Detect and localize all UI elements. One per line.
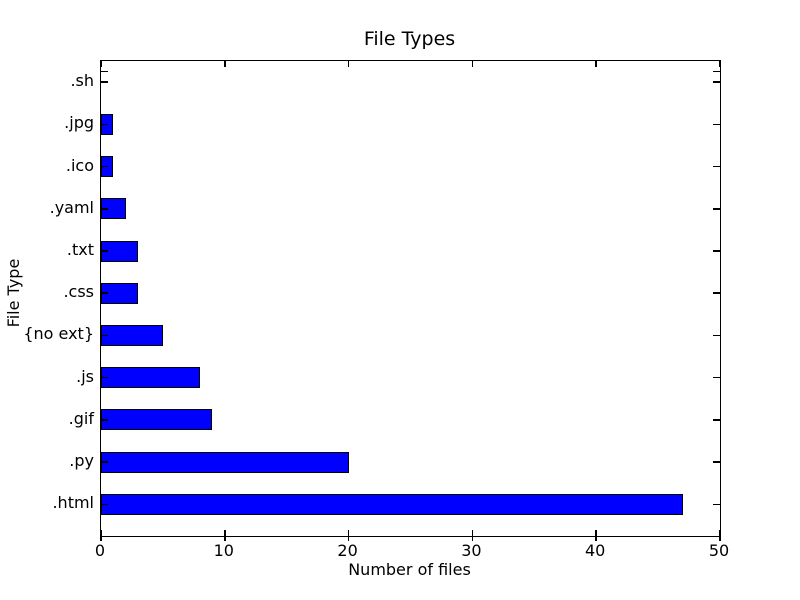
xtick-label-50: 50 [708, 541, 730, 560]
xtick-bottom-30 [471, 530, 474, 541]
ytick-label-html: .html [52, 493, 94, 513]
ytick-left-ico [101, 165, 108, 168]
xtick-label-0: 0 [94, 541, 106, 560]
ytick-left-jpg [101, 123, 108, 126]
ytick-right-top-edge [713, 70, 720, 73]
bar-no-ext [101, 324, 163, 346]
ytick-right-css [713, 292, 720, 294]
xtick-top-20 [347, 61, 350, 67]
xtick-top-30 [471, 61, 474, 67]
ytick-left-css [101, 292, 108, 294]
ytick-left-yaml [101, 208, 108, 210]
ytick-label-css: .css [63, 282, 94, 302]
xtick-label-10: 10 [213, 541, 234, 560]
bar-py [101, 451, 349, 473]
ytick-label-yaml: .yaml [49, 197, 94, 217]
bar-html [101, 493, 683, 515]
bar-js [101, 367, 200, 389]
ytick-right-no-ext [713, 334, 720, 337]
ytick-left-txt [101, 250, 108, 252]
x-axis-label: Number of files [348, 560, 471, 579]
ytick-left-top-edge [101, 70, 108, 73]
xtick-top-0 [100, 61, 102, 67]
plot-area [100, 60, 721, 541]
chart-title: File Types [363, 28, 456, 50]
xtick-label-30: 30 [461, 541, 482, 560]
xtick-bottom-10 [224, 530, 226, 541]
xtick-bottom-40 [595, 530, 597, 541]
xtick-label-40: 40 [585, 541, 606, 560]
xtick-top-50 [719, 61, 721, 67]
xtick-label-20: 20 [337, 541, 358, 560]
ytick-label-sh: .sh [70, 71, 94, 91]
ytick-label-jpg: .jpg [64, 113, 94, 133]
ytick-right-py [713, 461, 720, 463]
ytick-right-ico [713, 165, 720, 168]
ytick-right-sh [713, 81, 720, 83]
ytick-label-gif: .gif [68, 408, 94, 428]
ytick-left-html [101, 503, 108, 506]
ytick-left-js [101, 376, 108, 379]
ytick-right-gif [713, 419, 720, 421]
xtick-bottom-50 [719, 530, 721, 541]
ytick-left-sh [101, 81, 108, 83]
ytick-left-no-ext [101, 334, 108, 337]
ytick-right-txt [713, 250, 720, 252]
ytick-left-gif [101, 419, 108, 421]
xtick-top-10 [224, 61, 226, 67]
xtick-bottom-20 [347, 530, 350, 541]
ytick-label-ico: .ico [65, 155, 94, 175]
ytick-label-js: .js [76, 366, 94, 386]
xtick-top-40 [595, 61, 597, 67]
ytick-right-yaml [713, 208, 720, 210]
xtick-bottom-0 [100, 530, 102, 541]
ytick-right-html [713, 503, 720, 506]
ytick-right-jpg [713, 123, 720, 126]
ytick-label-py: .py [69, 451, 94, 471]
bar-gif [101, 409, 212, 431]
ytick-right-js [713, 376, 720, 379]
ytick-left-py [101, 461, 108, 463]
ytick-label-txt: .txt [66, 240, 94, 259]
ytick-label-no-ext: {no ext} [23, 324, 94, 344]
